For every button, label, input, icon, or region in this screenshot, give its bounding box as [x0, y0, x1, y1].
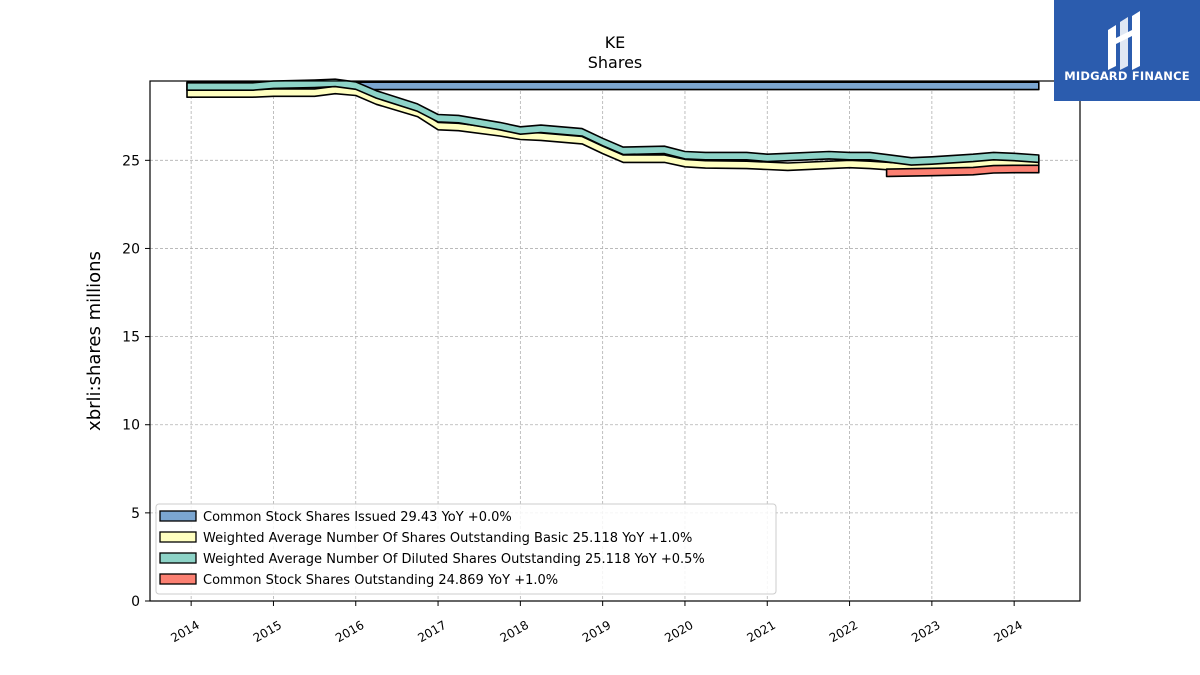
legend-label: Weighted Average Number Of Diluted Share…: [203, 552, 705, 567]
y-tick-label: 5: [131, 506, 140, 522]
legend-swatch: [159, 510, 197, 522]
legend-swatch: [159, 573, 197, 585]
legend-swatch: [159, 531, 197, 543]
brand-name: MIDGARD FINANCE: [1064, 69, 1190, 83]
y-tick-label: 0: [131, 594, 140, 610]
brand-mark-icon: [1108, 11, 1140, 70]
y-tick-label: 10: [122, 418, 140, 434]
x-tick-label: 2022: [827, 618, 860, 645]
x-tick-label: 2020: [662, 618, 695, 645]
legend-label: Common Stock Shares Issued 29.43 YoY +0.…: [203, 510, 512, 525]
x-tick-label: 2017: [415, 618, 448, 645]
x-tick-label: 2021: [745, 618, 778, 645]
x-ticks: 2014 2015 2016 2017 2018 2019 2020 2021 2022 2023…: [168, 601, 1025, 645]
series-band-3: [186, 78, 1040, 166]
legend-label: Weighted Average Number Of Shares Outsta…: [203, 531, 692, 546]
x-tick-label: 2015: [251, 618, 284, 645]
y-ticks: 0 5 10 15 20 25: [122, 153, 150, 610]
legend-swatch: [159, 552, 197, 564]
legend-box: [155, 503, 777, 595]
plot-frame: [149, 80, 1081, 602]
legend-label: Common Stock Shares Outstanding 24.869 Y…: [203, 573, 558, 588]
y-axis-label: xbrli:shares millions: [84, 251, 105, 431]
x-tick-label: 2018: [498, 618, 531, 645]
y-tick-label: 15: [122, 330, 140, 346]
x-tick-label: 2016: [333, 618, 366, 645]
x-tick-label: 2024: [991, 618, 1024, 645]
series-layer: [186, 78, 1040, 178]
y-tick-label: 25: [122, 153, 140, 169]
x-tick-label: 2023: [909, 618, 942, 645]
chart-subtitle: Shares: [588, 53, 643, 72]
x-tick-label: 2014: [168, 618, 201, 645]
x-tick-label: 2019: [580, 618, 613, 645]
legend: Common Stock Shares Issued 29.43 YoY +0.…: [155, 503, 777, 595]
y-tick-label: 20: [122, 241, 140, 257]
brand-logo: MIDGARD FINANCE: [1054, 0, 1200, 101]
chart-title: KE: [605, 33, 626, 52]
series-band-4: [885, 164, 1040, 178]
